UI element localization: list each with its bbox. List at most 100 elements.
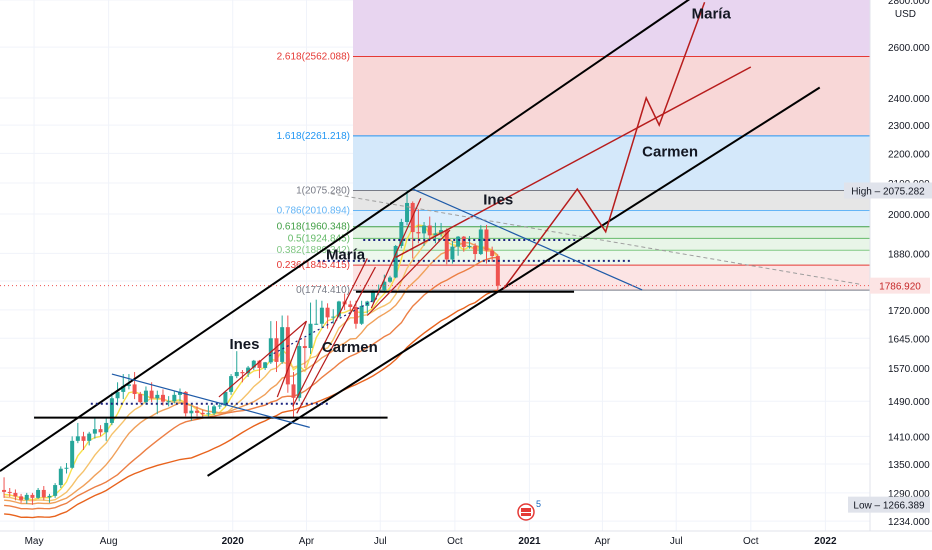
fib-level-label: 0.5(1924.845): [288, 233, 350, 244]
candle-body: [212, 406, 217, 414]
event-count: 5: [536, 499, 541, 509]
candle-body: [257, 360, 262, 368]
low-price-label: Low – 1266.389: [853, 501, 925, 512]
candle-body: [240, 372, 245, 374]
wave-label: Carmen: [642, 143, 698, 160]
candle-body: [285, 327, 290, 385]
fib-level-label: 1(2075.280): [296, 186, 350, 197]
candle-body: [70, 440, 75, 468]
candle-body: [399, 222, 404, 246]
fib-band: [353, 250, 870, 266]
candle-body: [53, 485, 58, 496]
candle-body: [19, 496, 24, 500]
candle-body: [467, 245, 472, 247]
fib-band-top: [353, 0, 870, 57]
candle-body: [331, 316, 336, 318]
price-tick-label: 2200.000: [888, 149, 930, 160]
fib-level-label: 0(1774.410): [296, 285, 350, 296]
last-price-label-bg: [870, 277, 930, 294]
candle-body: [58, 468, 63, 486]
candle-body: [195, 410, 200, 413]
candle-body: [166, 401, 171, 403]
price-tick-label: 1570.000: [888, 364, 930, 375]
candle-body: [24, 494, 29, 500]
candle-body: [405, 202, 410, 223]
time-tick-label: Apr: [299, 536, 315, 547]
candle-body: [268, 338, 273, 363]
candle-body: [41, 489, 46, 498]
candle-body: [75, 436, 80, 441]
time-tick-label: Jul: [670, 536, 683, 547]
price-tick-label: 2000.000: [888, 210, 930, 221]
candle-body: [132, 384, 137, 395]
high-price-label: High – 2075.282: [851, 187, 925, 198]
candle-body: [155, 394, 160, 399]
event-badge[interactable]: 5: [517, 499, 541, 521]
candle-body: [138, 394, 143, 403]
time-tick-label: 2020: [222, 536, 245, 547]
price-tick-label: 1290.000: [888, 489, 930, 500]
candle-body: [104, 422, 109, 433]
candle-body: [143, 390, 148, 403]
candle-body: [47, 495, 52, 498]
price-axis-bg: [870, 0, 932, 550]
candle-body: [30, 494, 35, 498]
wave-label: María: [326, 246, 366, 263]
candle-body: [450, 246, 455, 260]
fib-band: [353, 265, 870, 291]
fib-level-label: 0.236(1845.415): [277, 260, 350, 271]
candle-body: [473, 245, 478, 255]
candle-body: [297, 346, 302, 398]
dashed-projection-line: [330, 193, 862, 286]
candle-body: [495, 256, 500, 286]
candle-body: [200, 412, 205, 415]
candle-body: [274, 338, 279, 362]
candle-body: [81, 436, 86, 441]
wave-line: [292, 258, 368, 407]
fib-level-label: 0.382(1889.342): [277, 245, 350, 256]
candle-body: [456, 236, 461, 247]
candle-body: [92, 429, 97, 434]
time-axis[interactable]: May Aug 2020 Apr Jul Oct 2021 Apr Jul Oct 2022: [0, 530, 932, 547]
currency-label: USD: [895, 9, 916, 20]
candle-body: [444, 230, 449, 260]
candle-body: [189, 410, 194, 414]
candle-body: [319, 307, 324, 324]
time-tick-label: Oct: [447, 536, 463, 547]
candle-body: [234, 372, 239, 377]
time-tick-label: 2021: [518, 536, 541, 547]
channel-mid-line: [395, 66, 752, 259]
fib-level-label: 0.786(2010.894): [277, 206, 350, 217]
annotations: María Carmen Ines María Ines Carmen: [229, 5, 731, 356]
fibonacci-labels: 2.618(2562.088) 1.618(2261.218) 1(2075.280…: [277, 51, 350, 296]
high-price-label-bg: [844, 182, 932, 199]
candle-body: [172, 394, 177, 402]
channel-lower-line: [207, 86, 821, 477]
downtrend-line: [412, 188, 643, 291]
price-axis[interactable]: 2800.000 2600.000 2400.000 2300.000 2200.000…: [844, 0, 932, 550]
fib-band: [353, 135, 870, 191]
price-tick-label: 1410.000: [888, 432, 930, 443]
price-tick-label: 2600.000: [888, 43, 930, 54]
candle-body: [490, 250, 495, 257]
candle-body: [229, 376, 234, 392]
candle-body: [348, 304, 353, 307]
candle-body: [7, 491, 12, 493]
candle-body: [126, 384, 131, 387]
candle-body: [439, 230, 444, 234]
candle-body: [393, 245, 398, 278]
price-tick-label: 1645.000: [888, 334, 930, 345]
candle-body: [370, 291, 375, 302]
candle-body: [353, 306, 358, 324]
wave-line: [370, 198, 422, 309]
fibonacci-bands: [353, 0, 870, 291]
wave-label: Ines: [229, 336, 259, 353]
price-tick-label: 2300.000: [888, 121, 930, 132]
price-tick-label: 1880.000: [888, 249, 930, 260]
candle-body: [461, 236, 466, 247]
dotted-trend-line: [268, 296, 380, 357]
price-tick-label: 1490.000: [888, 397, 930, 408]
candle-body: [416, 232, 421, 234]
candle-body: [325, 307, 330, 318]
candle-body: [484, 229, 489, 251]
